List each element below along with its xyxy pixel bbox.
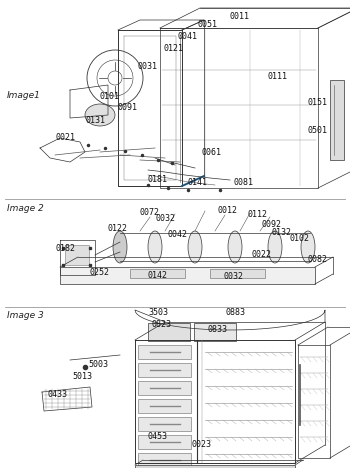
Text: 0141: 0141 (188, 178, 208, 187)
Text: 0072: 0072 (140, 208, 160, 217)
Text: 0121: 0121 (163, 44, 183, 53)
Text: 0131: 0131 (86, 116, 106, 125)
Bar (148, 323, 190, 341)
Bar (330, 80, 344, 160)
Text: 0501: 0501 (308, 126, 328, 135)
Text: 0111: 0111 (268, 72, 288, 81)
Text: 0032: 0032 (224, 272, 244, 281)
Text: 0032: 0032 (155, 214, 175, 223)
Text: 0102: 0102 (290, 234, 310, 243)
Text: 0252: 0252 (90, 268, 110, 277)
Bar (138, 345, 191, 359)
Text: 5003: 5003 (88, 360, 108, 369)
Bar (138, 381, 191, 395)
Text: 0061: 0061 (202, 148, 222, 157)
Text: 0101: 0101 (100, 92, 120, 101)
Text: 0122: 0122 (108, 224, 128, 233)
Text: 0132: 0132 (272, 228, 292, 237)
Bar (138, 453, 191, 467)
Ellipse shape (113, 231, 127, 263)
Bar (138, 399, 191, 413)
Bar (194, 323, 236, 341)
Text: Image1: Image1 (7, 91, 41, 100)
Text: 0081: 0081 (233, 178, 253, 187)
Bar (138, 417, 191, 431)
Bar (130, 269, 185, 278)
Ellipse shape (268, 231, 282, 263)
Text: 5013: 5013 (72, 372, 92, 381)
Bar (138, 435, 191, 449)
Text: 0433: 0433 (48, 390, 68, 399)
Ellipse shape (301, 231, 315, 263)
Ellipse shape (85, 104, 115, 126)
Bar (65, 245, 89, 265)
Text: 0012: 0012 (218, 206, 238, 215)
Ellipse shape (228, 231, 242, 263)
Text: 0023: 0023 (192, 440, 212, 449)
Text: 0142: 0142 (148, 271, 168, 280)
Text: 0833: 0833 (208, 325, 228, 334)
Text: Image 2: Image 2 (7, 204, 44, 212)
Text: Image 3: Image 3 (7, 311, 44, 320)
FancyBboxPatch shape (60, 267, 315, 284)
Text: 0051: 0051 (198, 20, 218, 29)
Text: 0022: 0022 (252, 250, 272, 259)
Text: 0082: 0082 (308, 255, 328, 264)
Text: 0883: 0883 (225, 308, 245, 317)
Text: 0182: 0182 (55, 244, 75, 253)
Text: 0091: 0091 (118, 103, 138, 112)
Text: 0181: 0181 (148, 175, 168, 184)
Bar (135, 465, 295, 468)
Ellipse shape (148, 231, 162, 263)
Text: 0041: 0041 (178, 32, 198, 41)
Text: 0151: 0151 (308, 98, 328, 107)
Ellipse shape (188, 231, 202, 263)
Text: 3503: 3503 (148, 308, 168, 317)
Text: 0112: 0112 (248, 210, 268, 219)
Text: 0823: 0823 (152, 320, 172, 329)
Text: 0031: 0031 (138, 62, 158, 71)
Text: 0011: 0011 (230, 12, 250, 21)
Bar (138, 363, 191, 377)
Text: 0453: 0453 (148, 432, 168, 441)
Bar (210, 269, 265, 278)
Text: 0021: 0021 (55, 133, 75, 142)
Text: 0092: 0092 (262, 220, 282, 229)
Text: 0042: 0042 (168, 230, 188, 239)
